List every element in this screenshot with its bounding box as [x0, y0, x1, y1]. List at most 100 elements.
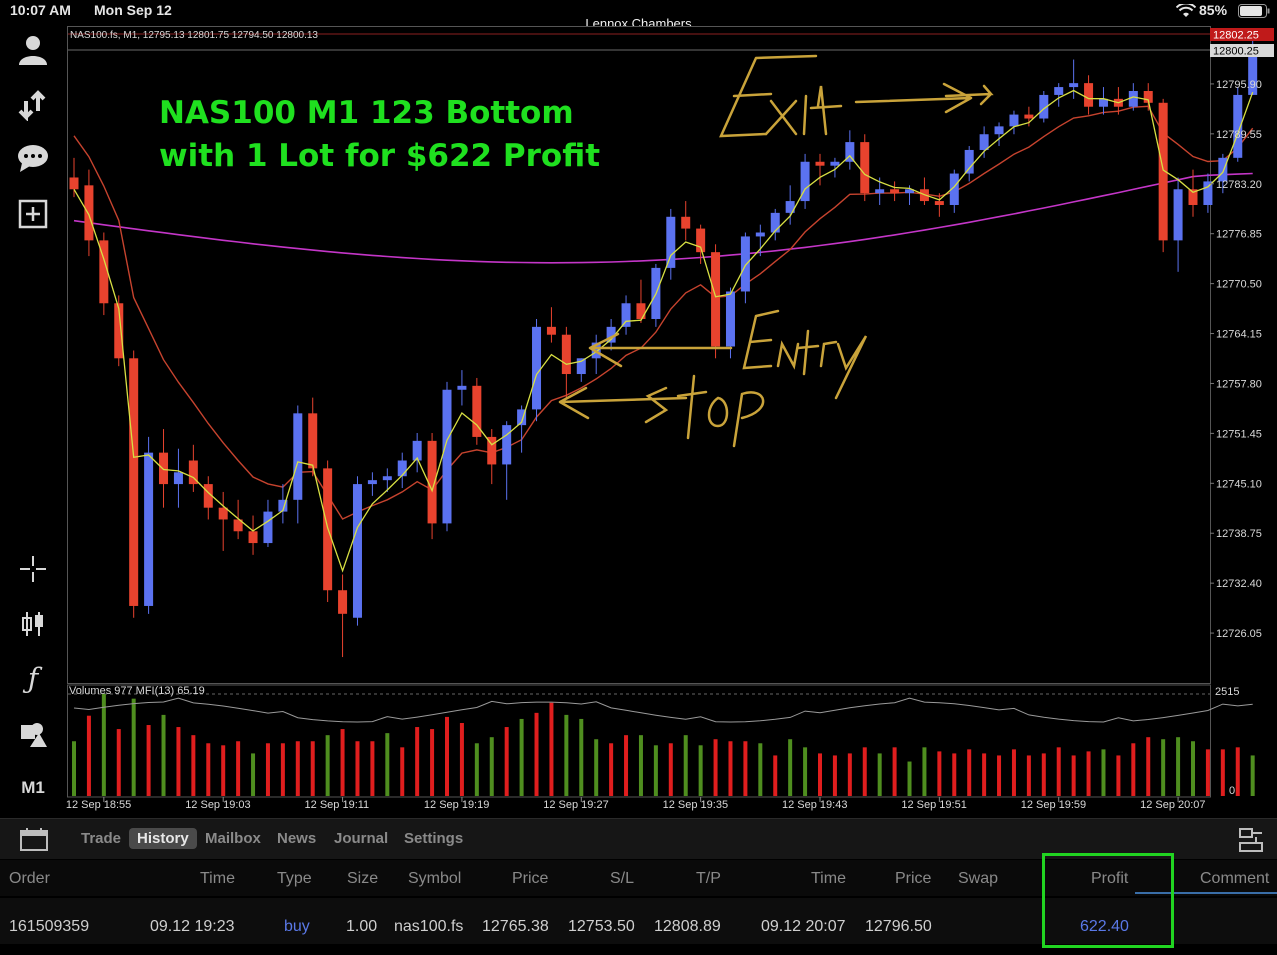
volume-bar: [504, 727, 509, 796]
tab-settings[interactable]: Settings: [404, 830, 464, 847]
chart-type-button[interactable]: [8, 604, 58, 644]
candle-body: [606, 326, 616, 343]
indicators-button[interactable]: ƒ: [8, 658, 58, 698]
candle-body: [1173, 189, 1183, 241]
x-tick-label: 12 Sep 19:59: [1021, 799, 1086, 811]
cell-size: 1.00: [346, 918, 378, 935]
candle-body: [1054, 87, 1064, 95]
chart-area[interactable]: 12795.90 12789.55 12783.20 12776.85 12770.50…: [66, 26, 1277, 817]
x-tick-label: 12 Sep 19:19: [424, 799, 489, 811]
candle-body: [278, 499, 288, 512]
candle-body: [248, 531, 258, 544]
overlay-title-line1: NAS100 M1 123 Bottom: [159, 95, 574, 131]
volume-bar: [206, 743, 211, 796]
candle-body: [1084, 83, 1094, 107]
candle-body: [979, 134, 989, 150]
volume-bar: [967, 749, 972, 796]
candle-body: [636, 303, 646, 319]
x-tick-label: 12 Sep 19:11: [305, 799, 370, 811]
candle-body: [397, 460, 407, 477]
candle-body: [561, 334, 571, 375]
candle-body: [308, 413, 318, 469]
volume-bar: [1220, 749, 1225, 796]
col-open-time[interactable]: Time: [200, 870, 235, 887]
volume-bar: [176, 727, 181, 796]
volume-bar: [534, 712, 539, 796]
candle-body: [502, 425, 512, 465]
candle-body: [1203, 181, 1213, 205]
account-button[interactable]: [8, 30, 58, 70]
candle-body: [293, 413, 303, 500]
tab-news[interactable]: News: [277, 830, 317, 847]
col-sl[interactable]: S/L: [610, 870, 635, 887]
candle-body: [905, 189, 915, 194]
shapes-icon: [21, 723, 47, 747]
candle-body: [99, 240, 109, 304]
candle-body: [681, 216, 691, 229]
volume-panel-label: Volumes 977 MFI(13) 65.19: [69, 685, 205, 697]
sort-indicator: [1135, 892, 1277, 894]
candle-body: [173, 472, 183, 485]
volume-bar: [146, 725, 151, 796]
cell-symbol: nas100.fs: [394, 918, 464, 935]
col-order[interactable]: Order: [9, 870, 50, 887]
x-tick-label: 12 Sep 18:55: [66, 799, 131, 811]
trade-button[interactable]: [8, 84, 58, 124]
timeframe-button[interactable]: M1: [8, 768, 58, 808]
candle-body: [144, 452, 154, 606]
tab-mailbox[interactable]: Mailbox: [205, 830, 261, 847]
objects-button[interactable]: [8, 714, 58, 754]
candle-body: [367, 480, 377, 485]
col-comment[interactable]: Comment: [1200, 870, 1270, 887]
left-toolbar: ƒ M1: [0, 22, 66, 817]
y-tick-label: 12732.40: [1216, 578, 1262, 590]
volume-bar: [609, 743, 614, 796]
price-chart[interactable]: 12795.90 12789.55 12783.20 12776.85 12770.50…: [66, 26, 1277, 817]
table-row[interactable]: 161509359 09.12 19:23 buy 1.00 nas100.fs…: [0, 898, 1277, 944]
x-tick-label: 12 Sep 19:51: [901, 799, 966, 811]
candle-body: [1218, 157, 1228, 182]
col-size[interactable]: Size: [347, 870, 379, 887]
col-open-price[interactable]: Price: [512, 870, 549, 887]
tab-trade[interactable]: Trade: [81, 830, 122, 847]
col-swap[interactable]: Swap: [958, 870, 999, 887]
tab-journal[interactable]: Journal: [334, 830, 389, 847]
col-type[interactable]: Type: [277, 870, 312, 887]
tab-history[interactable]: History: [129, 828, 197, 849]
volume-bar: [773, 755, 778, 796]
col-profit[interactable]: Profit: [1091, 870, 1129, 887]
user-icon: [19, 36, 47, 65]
volume-bar: [236, 741, 241, 796]
volume-bar: [265, 743, 270, 796]
col-tp[interactable]: T/P: [696, 870, 721, 887]
arrows-up-down-icon: [18, 90, 46, 121]
candle-body: [487, 436, 497, 465]
calendar-icon[interactable]: [20, 827, 48, 856]
volume-bar: [221, 745, 226, 796]
y-tick-label: 12726.05: [1216, 628, 1262, 640]
cell-sl: 12753.50: [568, 918, 635, 935]
crosshair-button[interactable]: [8, 549, 58, 589]
ema-slow-line: [73, 172, 1253, 264]
x-tick-label: 12 Sep 19:27: [543, 799, 608, 811]
candle-body: [711, 252, 721, 347]
candle-body: [69, 177, 79, 190]
col-close-time[interactable]: Time: [811, 870, 846, 887]
candle-body: [188, 460, 198, 485]
candle-body: [949, 173, 959, 205]
candle-body: [1069, 83, 1079, 88]
layout-icon[interactable]: [1238, 827, 1264, 858]
volume-bar: [937, 751, 942, 796]
col-close-price[interactable]: Price: [895, 870, 932, 887]
volume-bar: [668, 743, 673, 796]
volume-bar: [728, 741, 733, 796]
volume-bar: [415, 727, 420, 796]
x-tick-label: 12 Sep 19:03: [185, 799, 250, 811]
chat-button[interactable]: [8, 138, 58, 178]
col-symbol[interactable]: Symbol: [408, 870, 462, 887]
volume-min-label: 0: [1229, 785, 1235, 797]
volume-bar: [1161, 739, 1166, 796]
chat-icon: [18, 145, 48, 172]
volume-bar: [1101, 749, 1106, 796]
new-chart-button[interactable]: [8, 194, 58, 234]
